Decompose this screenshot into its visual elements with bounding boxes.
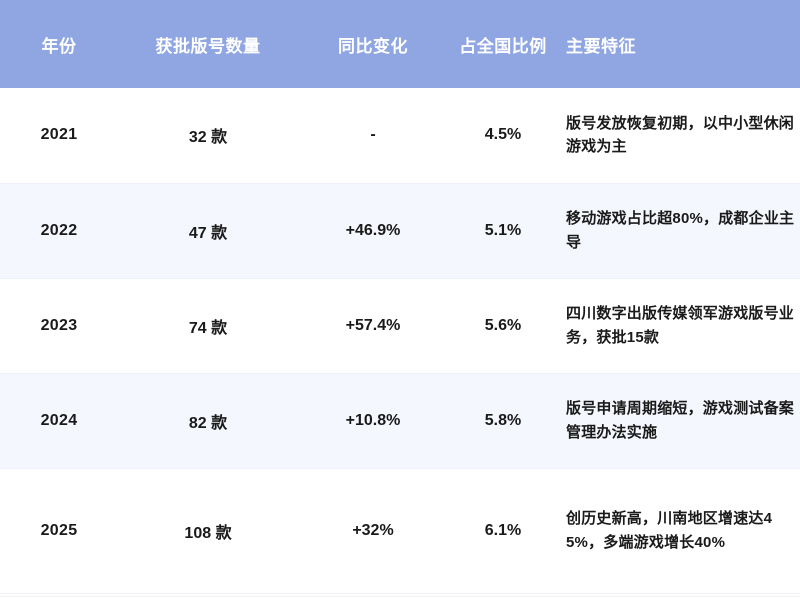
cell-count: 32 款 <box>118 88 298 184</box>
column-header-count: 获批版号数量 <box>155 36 261 56</box>
cell-year: 2021 <box>0 88 118 184</box>
cell-count: 82 款 <box>118 373 298 469</box>
column-header-share: 占全国比例 <box>459 36 547 56</box>
column-header-feature: 主要特征 <box>566 36 636 56</box>
cell-feature: 版号发放恢复初期，以中小型休闲游戏为主 <box>558 88 800 184</box>
column-header-change: 同比变化 <box>338 36 408 56</box>
cell-count: 74 款 <box>118 278 298 374</box>
table-header-row: 年份 获批版号数量 同比变化 占全国比例 主要特征 <box>0 0 800 88</box>
table-body: 2021 32 款 - 4.5% 版号发放恢复初期，以中小型休闲游戏为主 202… <box>0 88 800 594</box>
cell-share: 4.5% <box>448 88 558 184</box>
cell-share: 5.8% <box>448 373 558 469</box>
table-row: 2022 47 款 +46.9% 5.1% 移动游戏占比超80%，成都企业主导 <box>0 183 800 279</box>
cell-count: 47 款 <box>118 183 298 279</box>
cell-change: +46.9% <box>298 183 448 279</box>
cell-year: 2022 <box>0 183 118 279</box>
cell-year: 2025 <box>0 468 118 594</box>
cell-change: +57.4% <box>298 278 448 374</box>
cell-change: +32% <box>298 468 448 594</box>
table-row: 2024 82 款 +10.8% 5.8% 版号申请周期缩短，游戏测试备案管理办… <box>0 373 800 469</box>
table-header: 年份 获批版号数量 同比变化 占全国比例 主要特征 <box>0 0 800 88</box>
cell-feature: 四川数字出版传媒领军游戏版号业务，获批15款 <box>558 278 800 374</box>
cell-change: +10.8% <box>298 373 448 469</box>
cell-feature: 移动游戏占比超80%，成都企业主导 <box>558 183 800 279</box>
cell-feature: 版号申请周期缩短，游戏测试备案管理办法实施 <box>558 373 800 469</box>
table-row: 2021 32 款 - 4.5% 版号发放恢复初期，以中小型休闲游戏为主 <box>0 88 800 184</box>
column-header-year: 年份 <box>41 36 77 56</box>
cell-share: 6.1% <box>448 468 558 594</box>
cell-count: 108 款 <box>118 468 298 594</box>
cell-share: 5.6% <box>448 278 558 374</box>
table-row: 2025 108 款 +32% 6.1% 创历史新高，川南地区增速达45%，多端… <box>0 468 800 594</box>
cell-year: 2024 <box>0 373 118 469</box>
cell-change: - <box>298 88 448 184</box>
cell-feature: 创历史新高，川南地区增速达45%，多端游戏增长40% <box>558 468 800 594</box>
bottom-divider <box>0 596 800 600</box>
cell-year: 2023 <box>0 278 118 374</box>
table-row: 2023 74 款 +57.4% 5.6% 四川数字出版传媒领军游戏版号业务，获… <box>0 278 800 374</box>
cell-share: 5.1% <box>448 183 558 279</box>
